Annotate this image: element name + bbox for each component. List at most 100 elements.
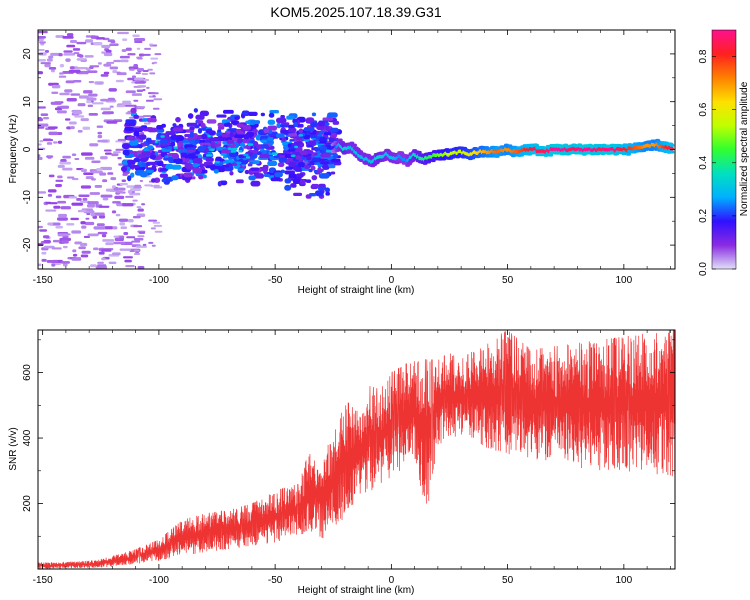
snr-y-ticks: 200 400 600 (22, 339, 675, 570)
heatmap-cell (124, 150, 130, 156)
heatmap-cell (299, 150, 309, 156)
heatmap-cell (126, 159, 136, 164)
snr-x-label: Height of straight line (km) (298, 585, 415, 596)
heatmap-cell (79, 209, 87, 213)
heatmap-cell (78, 246, 86, 250)
heatmap-cell (46, 58, 53, 62)
colorbar-ticks: 0.0 0.2 0.4 0.6 0.8 (698, 49, 736, 276)
x-tick-label: 0 (389, 575, 395, 586)
y-tick-label: 0 (22, 146, 33, 152)
heatmap-cell (267, 125, 278, 131)
x-tick-label: 100 (616, 575, 633, 586)
heatmap-cell (80, 221, 86, 225)
heatmap-cell (284, 184, 292, 191)
heatmap-cell (317, 186, 327, 191)
heatmap-cell (296, 123, 304, 128)
figure-title: KOM5.2025.107.18.39.G31 (270, 4, 441, 20)
colorbar-scale (711, 29, 737, 270)
heatmap-cell (96, 167, 103, 171)
heatmap-cell (85, 68, 91, 71)
heatmap-cell (332, 120, 340, 125)
heatmap-cell (220, 180, 227, 186)
heatmap-cell (38, 143, 42, 146)
heatmap-cell (139, 126, 145, 130)
heatmap-cell (288, 161, 296, 168)
heatmap-cell (98, 251, 105, 255)
heatmap-cell (153, 186, 163, 189)
heatmap-cell (47, 126, 58, 129)
heatmap-cell (243, 145, 251, 149)
y-tick-label: 200 (22, 495, 33, 512)
x-tick-label: -50 (268, 575, 283, 586)
heatmap-cell (58, 53, 63, 57)
heatmap-cell (116, 237, 121, 240)
heatmap-cell (125, 195, 134, 198)
heatmap-cell (119, 55, 130, 59)
heatmap-cell (66, 97, 77, 102)
heatmap-cell (149, 72, 156, 75)
heatmap-cell (236, 123, 244, 128)
heatmap-cell (66, 176, 75, 179)
heatmap-cell (130, 165, 140, 169)
heatmap-cell (71, 230, 82, 234)
heatmap-cell (38, 225, 43, 229)
heatmap-cell (134, 81, 146, 84)
heatmap-cell (113, 235, 120, 238)
heatmap-cell (280, 129, 289, 134)
heatmap-cell (231, 147, 238, 151)
heatmap-cell (260, 140, 268, 143)
heatmap-y-ticks: -20 -10 0 10 20 (22, 29, 675, 270)
heatmap-cell (57, 175, 63, 179)
heatmap-cell (59, 161, 71, 165)
heatmap-cell (113, 187, 126, 191)
heatmap-cell (132, 215, 141, 219)
heatmap-cell (52, 239, 61, 243)
heatmap-cell (150, 184, 154, 187)
heatmap-cell (245, 156, 251, 159)
heatmap-cell (332, 153, 339, 159)
heatmap-cell (127, 219, 134, 223)
heatmap-cell (275, 117, 287, 124)
heatmap-cell (125, 47, 132, 51)
x-tick-label: -150 (33, 575, 53, 586)
heatmap-cell (103, 149, 112, 152)
heatmap-cell (202, 144, 209, 148)
heatmap-cell (146, 117, 157, 123)
heatmap-cell (125, 119, 135, 124)
heatmap-cell (143, 122, 151, 125)
heatmap-cell (103, 63, 112, 67)
heatmap-cell (548, 153, 554, 157)
heatmap-cell (142, 70, 149, 73)
heatmap-cell (116, 71, 121, 74)
heatmap-cell (142, 115, 152, 118)
heatmap-cell (308, 193, 317, 197)
heatmap-cell (318, 173, 330, 179)
heatmap-cell (76, 58, 87, 61)
heatmap-cell (137, 68, 145, 72)
heatmap-cell (115, 148, 124, 151)
heatmap-cell (256, 144, 262, 150)
heatmap-cell (72, 253, 78, 257)
heatmap-cell (121, 179, 127, 182)
heatmap-cell (196, 134, 202, 140)
heatmap-cell (55, 226, 64, 229)
heatmap-cell (53, 205, 61, 209)
heatmap-cell (93, 42, 103, 46)
heatmap-cell (76, 67, 89, 70)
heatmap-cell (101, 266, 107, 269)
heatmap-cell (142, 53, 151, 56)
heatmap-cell (298, 134, 304, 137)
heatmap-cell (127, 190, 132, 194)
y-tick-label: -20 (22, 237, 33, 252)
heatmap-cell (319, 137, 327, 142)
heatmap-cell (268, 112, 275, 118)
heatmap-cell (117, 157, 122, 160)
heatmap-cell (255, 134, 261, 141)
heatmap-cell (145, 169, 154, 173)
heatmap-cell (152, 95, 156, 98)
heatmap-cell (101, 44, 111, 48)
heatmap-cell (197, 145, 205, 152)
heatmap-cell (98, 215, 106, 219)
heatmap-cell (69, 39, 78, 43)
heatmap-cell (101, 249, 112, 252)
